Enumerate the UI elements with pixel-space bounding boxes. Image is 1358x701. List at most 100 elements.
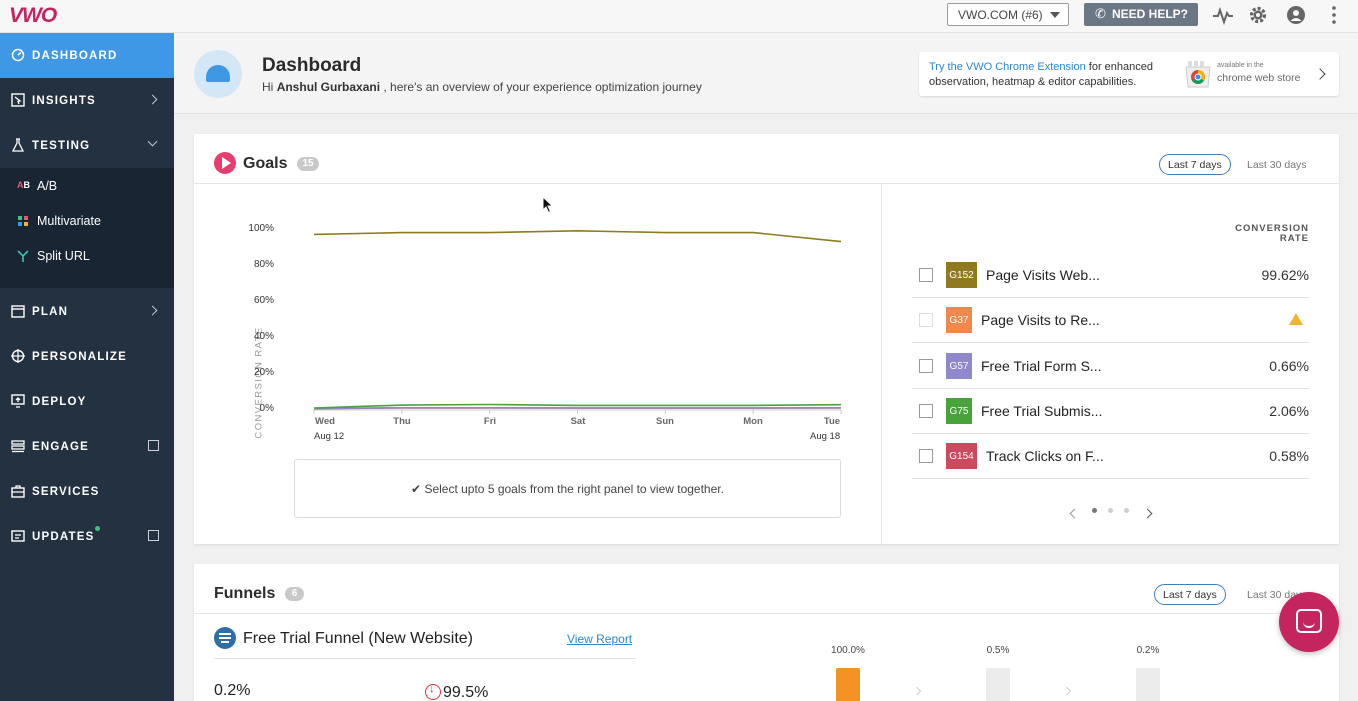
ab-icon: AB	[17, 180, 30, 190]
goal-name: Free Trial Form S...	[981, 358, 1102, 374]
sidebar-subitem-label: A/B	[37, 179, 58, 193]
need-help-button[interactable]: ✆ NEED HELP?	[1084, 3, 1198, 26]
sidebar-item-plan[interactable]: PLAN	[0, 289, 174, 334]
range-last-30-days[interactable]: Last 30 days	[1247, 159, 1307, 171]
dashboard-icon	[11, 48, 25, 62]
series-line-g152	[313, 229, 842, 243]
hint-text: Select upto 5 goals from the right panel…	[424, 482, 724, 496]
sidebar-item-updates[interactable]: UPDATES	[0, 514, 174, 559]
split-icon	[17, 250, 29, 262]
funnel-step-bar	[1136, 668, 1160, 701]
gear-icon[interactable]	[1247, 5, 1269, 25]
account-selector[interactable]: VWO.COM (#6)	[947, 3, 1069, 26]
goal-row[interactable]: G75 Free Trial Submis... 2.06%	[912, 389, 1309, 434]
sidebar-subitem-label: Split URL	[37, 249, 90, 263]
goal-checkbox[interactable]	[919, 449, 933, 463]
chat-launcher-button[interactable]	[1279, 592, 1339, 652]
check-icon: ✔	[411, 482, 422, 496]
sidebar-subitem-multivariate[interactable]: Multivariate	[0, 203, 174, 238]
goals-title: Goals	[243, 155, 288, 172]
page-dot[interactable]	[1092, 508, 1097, 513]
x-date-end: Aug 18	[810, 431, 841, 442]
sidebar-item-engage[interactable]: ENGAGE	[0, 424, 174, 469]
sidebar-item-personalize[interactable]: PERSONALIZE	[0, 334, 174, 379]
extension-text-1: for enhanced	[1088, 61, 1153, 73]
page-dot[interactable]	[1124, 508, 1129, 513]
goal-conversion-rate: 99.62%	[1261, 267, 1309, 283]
funnel-step-label: 0.5%	[986, 645, 1010, 656]
sidebar-item-label: PLAN	[32, 306, 69, 318]
goal-row[interactable]: G57 Free Trial Form S... 0.66%	[912, 344, 1309, 389]
user-icon[interactable]	[1285, 5, 1307, 25]
extension-text-2: observation, heatmap & editor capabiliti…	[929, 76, 1137, 88]
sidebar-subitem-label: Multivariate	[37, 214, 101, 228]
sidebar-item-deploy[interactable]: DEPLOY	[0, 379, 174, 424]
funnel-step-label: 0.2%	[1136, 645, 1160, 656]
chrome-store-icon	[1185, 61, 1211, 88]
warning-icon[interactable]	[1289, 313, 1303, 325]
sidebar-subitem-ab[interactable]: AB A/B	[0, 168, 174, 203]
goal-conversion-rate: 0.58%	[1269, 448, 1309, 464]
sidebar-item-label: PERSONALIZE	[32, 351, 127, 363]
x-tick-label: Tue	[823, 416, 841, 427]
goal-tag: G37	[946, 307, 972, 333]
goal-conversion-rate: 0.66%	[1269, 358, 1309, 374]
vwo-logo[interactable]: VWO	[9, 4, 57, 27]
goal-selection-hint: ✔ Select upto 5 goals from the right pan…	[294, 459, 841, 518]
prev-page-chevron-icon[interactable]	[1069, 508, 1080, 519]
goal-checkbox[interactable]	[919, 359, 933, 373]
sidebar-item-dashboard[interactable]: DASHBOARD	[0, 33, 174, 78]
account-label: VWO.COM (#6)	[958, 8, 1043, 22]
series-line-g57	[313, 406, 842, 410]
y-tick-label: 60%	[253, 295, 274, 306]
goal-row[interactable]: G154 Track Clicks on F... 0.58%	[912, 434, 1309, 479]
view-report-link[interactable]: View Report	[567, 632, 633, 646]
user-name: Anshul Gurbaxani	[276, 80, 381, 94]
y-tick-label: 40%	[253, 331, 274, 342]
y-tick-label: 80%	[253, 259, 274, 270]
goals-count-badge: 15	[297, 157, 319, 171]
x-tick-label: Wed	[315, 416, 335, 427]
sidebar-item-label: TESTING	[32, 140, 91, 152]
goal-conversion-rate: 2.06%	[1269, 403, 1309, 419]
briefcase-icon	[11, 485, 25, 498]
cws-title: chrome web store	[1217, 72, 1301, 84]
activity-icon[interactable]	[1212, 5, 1234, 26]
sidebar-item-label: INSIGHTS	[32, 95, 96, 107]
chrome-extension-banner[interactable]: Try the VWO Chrome Extension for enhance…	[919, 52, 1339, 96]
goal-row[interactable]: G152 Page Visits Web... 99.62%	[912, 253, 1309, 298]
greeting-prefix: Hi	[262, 80, 274, 94]
funnel-icon	[214, 627, 236, 649]
goal-tag: G154	[946, 443, 977, 469]
flask-icon	[11, 138, 25, 152]
chevron-down-icon	[147, 136, 158, 147]
chrome-extension-link[interactable]: Try the VWO Chrome Extension	[929, 61, 1086, 73]
funnels-title: Funnels	[214, 585, 276, 602]
page-dot[interactable]	[1108, 508, 1113, 513]
cws-available: available in the	[1217, 62, 1264, 69]
funnel-step-bar	[986, 668, 1010, 701]
sidebar-item-insights[interactable]: INSIGHTS	[0, 78, 174, 123]
goal-tag: G152	[946, 262, 977, 288]
sidebar-item-services[interactable]: SERVICES	[0, 469, 174, 514]
sidebar: DASHBOARD INSIGHTS TESTING AB A/B Multiv…	[0, 33, 174, 701]
sidebar-item-label: ENGAGE	[32, 441, 90, 453]
funnels-count-badge: 6	[285, 587, 304, 601]
step-arrow-icon	[1062, 686, 1072, 696]
sidebar-item-label: DEPLOY	[32, 396, 87, 408]
range-last-7-days[interactable]: Last 7 days	[1159, 154, 1231, 175]
funnel-conversion-rate: 0.2%	[214, 682, 251, 699]
x-tick-label: Sat	[570, 416, 586, 427]
goal-row[interactable]: G37 Page Visits to Re...	[912, 298, 1309, 343]
more-icon[interactable]	[1323, 5, 1345, 25]
goal-checkbox[interactable]	[919, 313, 933, 327]
sidebar-subitem-split-url[interactable]: Split URL	[0, 238, 174, 273]
next-page-chevron-icon[interactable]	[1142, 508, 1153, 519]
series-line-g75	[313, 403, 842, 409]
goal-tag: G75	[946, 398, 972, 424]
sidebar-item-testing[interactable]: TESTING	[0, 123, 174, 168]
range-last-7-days[interactable]: Last 7 days	[1154, 584, 1226, 605]
goal-checkbox[interactable]	[919, 268, 933, 282]
funnels-card: Funnels 6 Last 7 days Last 30 days Free …	[194, 564, 1339, 701]
goal-checkbox[interactable]	[919, 404, 933, 418]
